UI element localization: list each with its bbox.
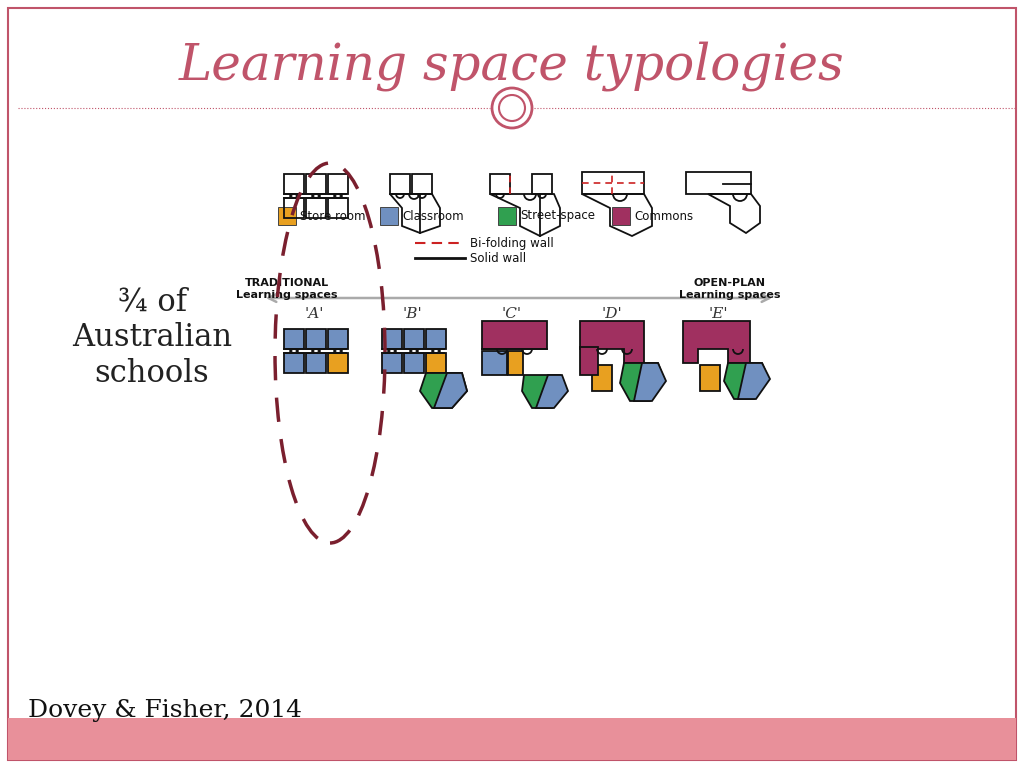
Bar — [490, 174, 510, 194]
Bar — [404, 353, 424, 373]
Bar — [306, 329, 326, 349]
Polygon shape — [634, 363, 666, 401]
Text: Commons: Commons — [634, 210, 693, 223]
Bar — [284, 329, 304, 349]
Bar — [412, 174, 432, 194]
Text: ¾ of
Australian
schools: ¾ of Australian schools — [72, 286, 232, 389]
Bar — [382, 353, 402, 373]
Bar — [306, 198, 326, 218]
Text: 'D': 'D' — [602, 307, 623, 321]
Bar — [482, 351, 507, 375]
Bar — [284, 353, 304, 373]
Polygon shape — [580, 321, 644, 363]
Bar — [580, 347, 598, 375]
Bar — [382, 329, 402, 349]
Polygon shape — [620, 363, 664, 401]
Bar — [284, 174, 304, 194]
Polygon shape — [724, 363, 768, 399]
Bar — [426, 329, 446, 349]
Bar — [328, 329, 348, 349]
Bar — [700, 365, 720, 391]
Bar — [390, 174, 410, 194]
Text: Solid wall: Solid wall — [470, 251, 526, 264]
Polygon shape — [420, 373, 467, 408]
Bar — [380, 207, 398, 225]
Polygon shape — [536, 375, 568, 408]
Bar — [532, 174, 552, 194]
Polygon shape — [434, 373, 467, 408]
Bar — [508, 351, 523, 375]
Bar — [612, 207, 630, 225]
Text: Bi-folding wall: Bi-folding wall — [470, 237, 554, 250]
Text: Learning space typologies: Learning space typologies — [179, 41, 845, 91]
Text: 'B': 'B' — [402, 307, 422, 321]
Bar — [328, 353, 348, 373]
Polygon shape — [738, 363, 770, 399]
Bar — [284, 198, 304, 218]
Text: OPEN-PLAN
Learning spaces: OPEN-PLAN Learning spaces — [679, 278, 780, 300]
Text: Dovey & Fisher, 2014: Dovey & Fisher, 2014 — [28, 700, 302, 723]
Bar — [582, 172, 644, 194]
Bar — [498, 207, 516, 225]
Bar — [278, 207, 296, 225]
Bar — [328, 198, 348, 218]
Bar — [592, 365, 612, 391]
Bar — [686, 172, 751, 194]
Text: Store room: Store room — [300, 210, 366, 223]
Bar — [328, 174, 348, 194]
Text: 'E': 'E' — [709, 307, 728, 321]
Bar — [482, 321, 547, 349]
Text: 'A': 'A' — [304, 307, 324, 321]
Text: 'C': 'C' — [502, 307, 522, 321]
Polygon shape — [683, 321, 750, 363]
Bar — [306, 174, 326, 194]
Text: TRADITIONAL
Learning spaces: TRADITIONAL Learning spaces — [237, 278, 338, 300]
Text: Street-space: Street-space — [520, 210, 595, 223]
Text: Classroom: Classroom — [402, 210, 464, 223]
Bar — [404, 329, 424, 349]
Bar — [8, 718, 1016, 760]
Polygon shape — [522, 375, 567, 408]
Bar — [426, 353, 446, 373]
Bar — [306, 353, 326, 373]
